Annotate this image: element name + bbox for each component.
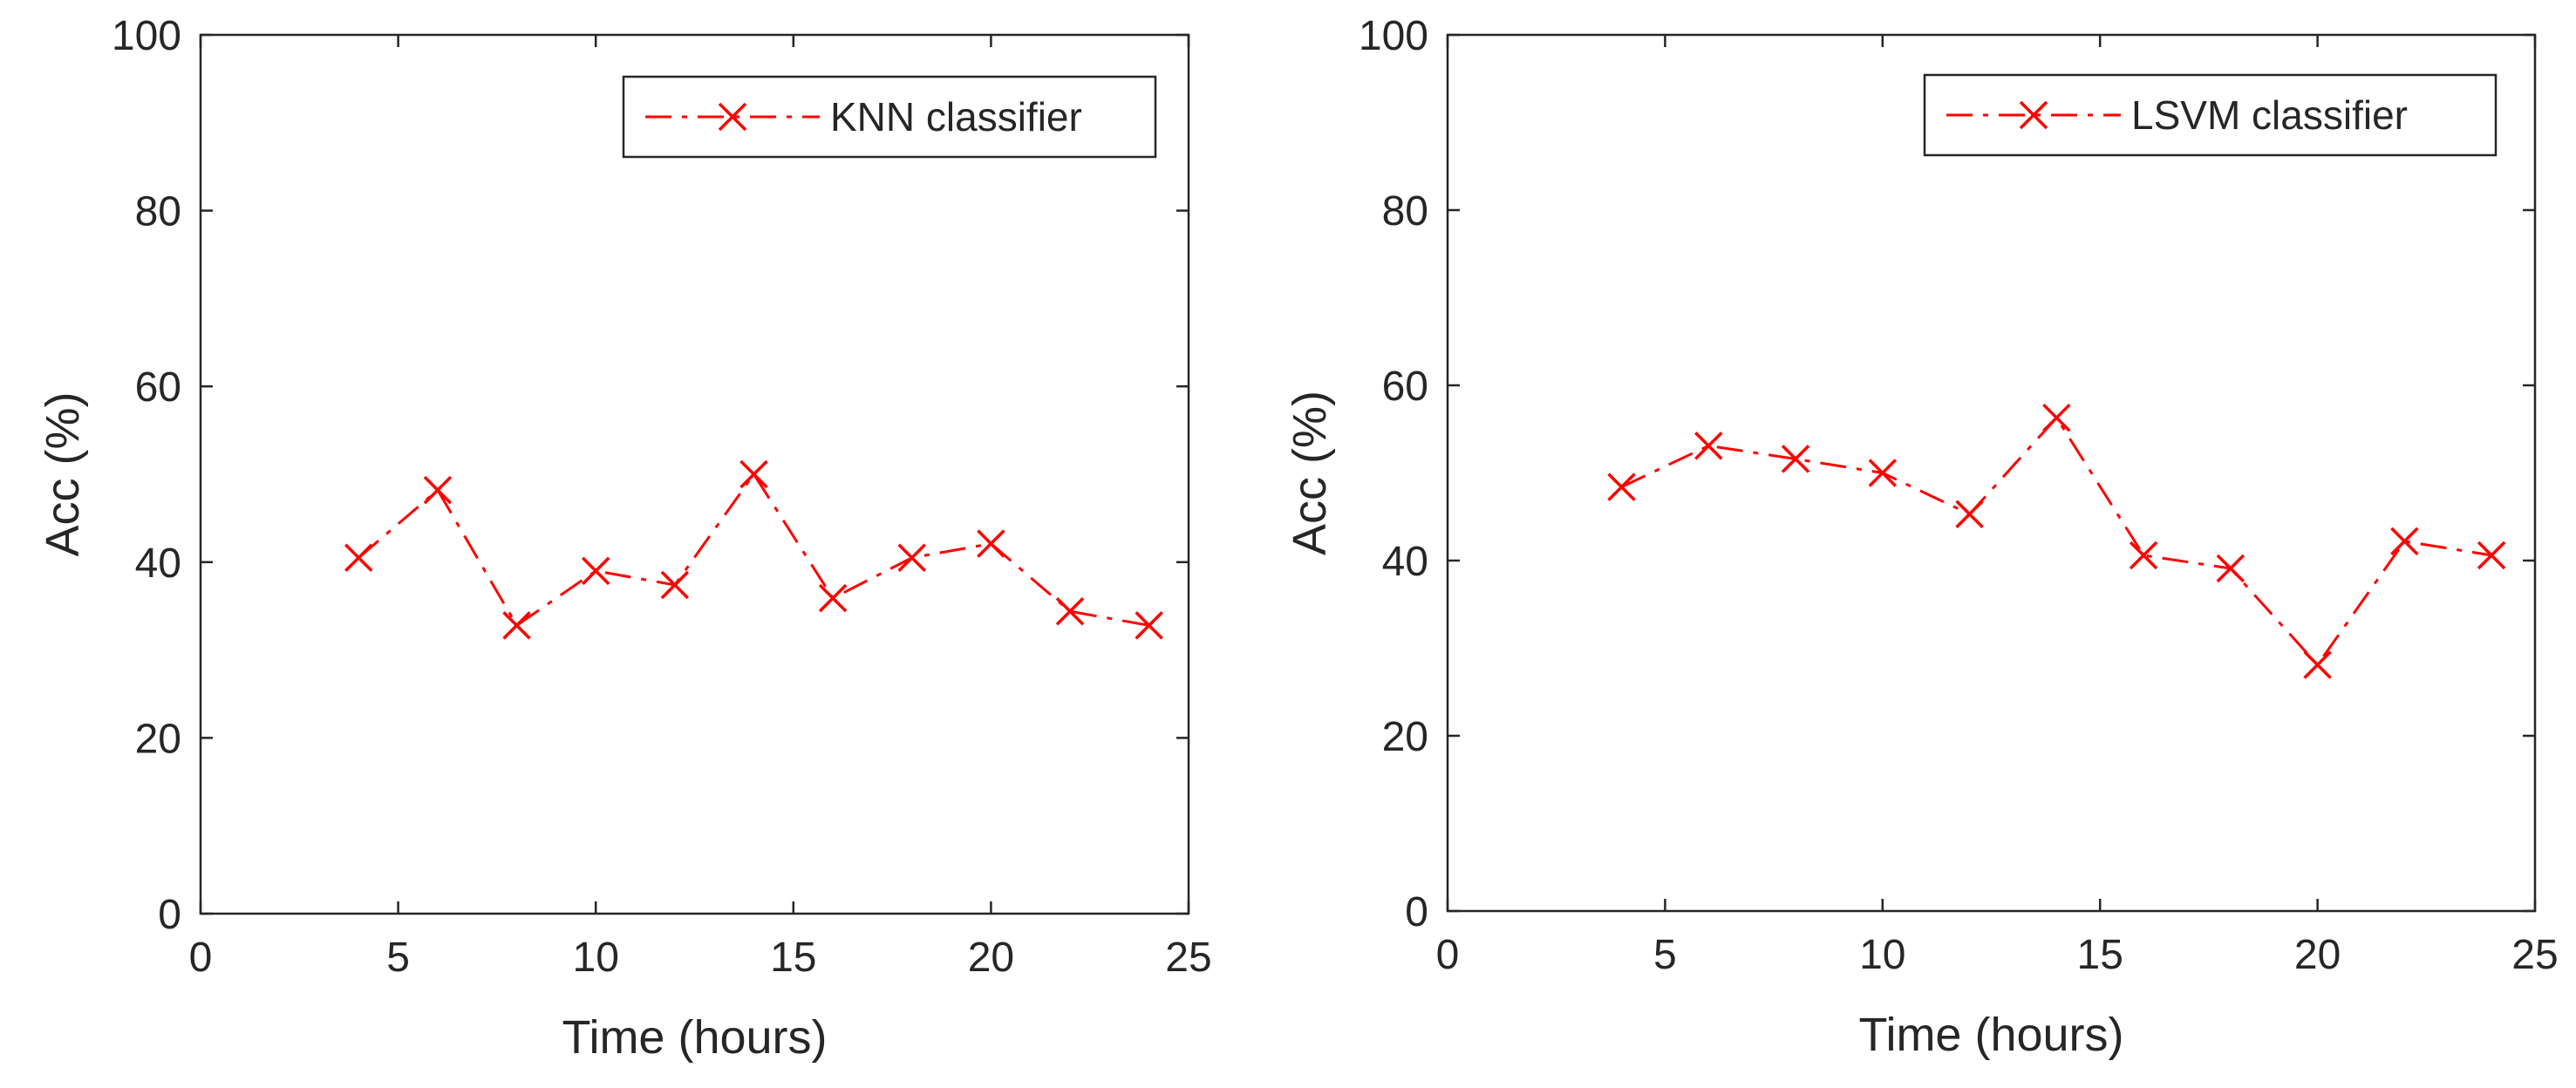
- y-tick-label: 40: [1382, 539, 1428, 585]
- marker-stroke: [423, 475, 453, 505]
- data-point-marker: [2477, 541, 2506, 570]
- x-axis-label: Time (hours): [1858, 1009, 2123, 1061]
- marker-stroke: [502, 611, 531, 640]
- y-tick-label: 20: [135, 716, 181, 762]
- marker-stroke: [1955, 500, 1984, 528]
- y-tick-label: 80: [135, 189, 181, 235]
- marker-stroke: [2390, 527, 2419, 556]
- data-point-marker: [423, 475, 453, 505]
- y-tick-label: 80: [1382, 188, 1428, 235]
- data-point-marker: [1694, 432, 1723, 460]
- data-point-marker: [1955, 500, 1984, 528]
- marker-stroke: [344, 543, 373, 572]
- marker-stroke: [1607, 473, 1636, 501]
- series-line: [1620, 415, 2492, 667]
- data-point-marker: [977, 529, 1005, 558]
- x-tick-label: 10: [1859, 932, 1905, 978]
- legend-marker: [2019, 100, 2048, 130]
- x-tick-label: 0: [189, 935, 213, 981]
- data-point-marker: [1868, 459, 1898, 487]
- x-tick-label: 25: [1165, 935, 1211, 981]
- marker-stroke: [2303, 650, 2332, 679]
- knn-accuracy-chart: 0 5 10 15 20 25 0 20 40 60 80 100 Time (hours) Acc (%…: [37, 13, 1212, 1064]
- x-tick-label: 25: [2511, 932, 2558, 978]
- data-point-marker: [1055, 597, 1085, 626]
- y-tick-label: 20: [1382, 714, 1428, 760]
- data-point-marker: [818, 583, 848, 613]
- x-tick-label: 10: [573, 935, 619, 981]
- data-point-marker: [2216, 554, 2245, 583]
- y-tick-label: 0: [158, 892, 181, 938]
- y-tick-label: 100: [112, 13, 181, 59]
- data-point-marker: [1135, 611, 1163, 640]
- marker-stroke: [739, 459, 768, 489]
- marker-stroke: [1781, 445, 1810, 473]
- legend: KNN classifier: [622, 75, 1157, 159]
- marker-stroke: [2042, 403, 2071, 432]
- legend-marker: [718, 102, 747, 132]
- x-axis-label: Time (hours): [562, 1011, 827, 1064]
- marker-stroke: [2129, 541, 2158, 570]
- marker-stroke: [660, 570, 690, 600]
- marker-stroke: [1694, 432, 1723, 460]
- y-tick-label: 60: [1382, 364, 1428, 410]
- y-tick-label: 0: [1405, 889, 1428, 935]
- data-point-marker: [1781, 445, 1810, 473]
- lsvm-accuracy-chart: 0 5 10 15 20 25 0 20 40 60 80 100 Time (hours) Acc (%…: [1284, 13, 2559, 1061]
- data-point-marker: [2390, 527, 2419, 556]
- y-tick-label: 60: [135, 364, 181, 411]
- y-axis-label: Acc (%): [1284, 391, 1336, 555]
- marker-stroke: [581, 556, 610, 586]
- plot-area: [199, 33, 1190, 915]
- marker-stroke: [2477, 541, 2506, 570]
- data-point-marker: [581, 556, 610, 586]
- marker-stroke: [2216, 554, 2245, 583]
- x-tick-label: 0: [1436, 932, 1460, 978]
- marker-stroke: [897, 543, 926, 572]
- data-point-marker: [2042, 403, 2071, 432]
- x-tick-label: 20: [2294, 932, 2341, 978]
- marker-stroke: [1055, 597, 1085, 626]
- legend-label: KNN classifier: [830, 94, 1082, 139]
- x-tick-label: 5: [1653, 932, 1677, 978]
- marker-stroke: [818, 583, 848, 613]
- x-tick-label: 5: [386, 935, 410, 981]
- data-point-marker: [1607, 473, 1636, 501]
- data-point-marker: [344, 543, 373, 572]
- x-tick-label: 20: [968, 935, 1014, 981]
- y-tick-label: 100: [1359, 13, 1428, 59]
- marker-stroke: [977, 529, 1005, 558]
- plot-area: [1446, 33, 2537, 913]
- data-point-marker: [660, 570, 690, 600]
- legend: LSVM classifier: [1923, 73, 2498, 157]
- data-point-marker: [502, 611, 531, 640]
- y-axis-label: Acc (%): [37, 392, 89, 557]
- data-point-marker: [2129, 541, 2158, 570]
- legend-label: LSVM classifier: [2131, 92, 2408, 138]
- y-tick-label: 40: [135, 541, 181, 587]
- data-point-marker: [897, 543, 926, 572]
- x-tick-label: 15: [2077, 932, 2123, 978]
- data-point-marker: [2303, 650, 2332, 679]
- x-tick-label: 15: [770, 935, 816, 981]
- data-point-marker: [739, 459, 768, 489]
- marker-stroke: [1135, 611, 1163, 640]
- marker-stroke: [1868, 459, 1898, 487]
